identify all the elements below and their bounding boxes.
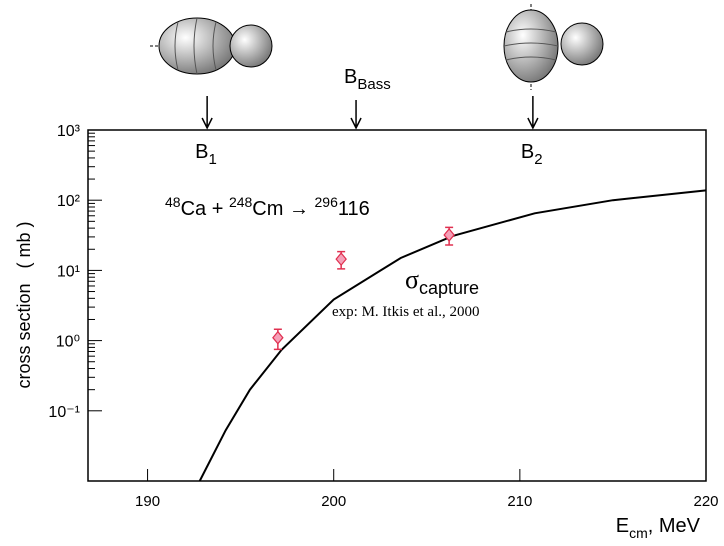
data-point — [335, 252, 347, 267]
curve-label: σcapture — [405, 265, 479, 298]
barrier-arrow — [350, 100, 362, 130]
barrier-label-main: B — [344, 66, 357, 88]
y-tick-label: 10⁰ — [56, 334, 80, 351]
barrier-label-sub: 2 — [534, 151, 542, 168]
x-tick-label: 220 — [693, 493, 718, 510]
barrier-label: BBass — [344, 66, 391, 93]
x-axis-label: Ecm, MeV — [616, 515, 701, 541]
curve — [198, 189, 707, 482]
exp-label: exp: M. Itkis et al., 2000 — [332, 304, 479, 320]
barrier-label: B1 — [195, 141, 217, 168]
nucleus-shape-2 — [503, 4, 604, 90]
y-tick-label: 10¹ — [57, 263, 80, 280]
y-tick-label: 10² — [57, 193, 81, 210]
x-tick-label: 200 — [321, 493, 346, 510]
data-point — [272, 330, 284, 345]
y-axis-label: cross section ( mb ) — [14, 221, 34, 388]
barrier-arrow — [201, 96, 213, 130]
x-tick-label: 190 — [135, 493, 160, 510]
nucleus-shape-1 — [150, 17, 273, 75]
barrier-label-main: B — [195, 141, 208, 163]
reaction-label: 48Ca + 248Cm → 296116 — [165, 194, 370, 220]
barrier-label-sub: 1 — [208, 151, 216, 168]
y-tick-label: 10³ — [57, 123, 81, 140]
y-tick-label: 10⁻¹ — [48, 404, 80, 421]
barrier-label-main: B — [521, 141, 534, 163]
barrier-label: B2 — [521, 141, 543, 168]
barrier-arrow — [527, 96, 539, 130]
x-tick-label: 210 — [507, 493, 532, 510]
barrier-label-sub: Bass — [357, 76, 390, 93]
plot-frame — [87, 129, 707, 482]
data-point — [443, 228, 455, 242]
